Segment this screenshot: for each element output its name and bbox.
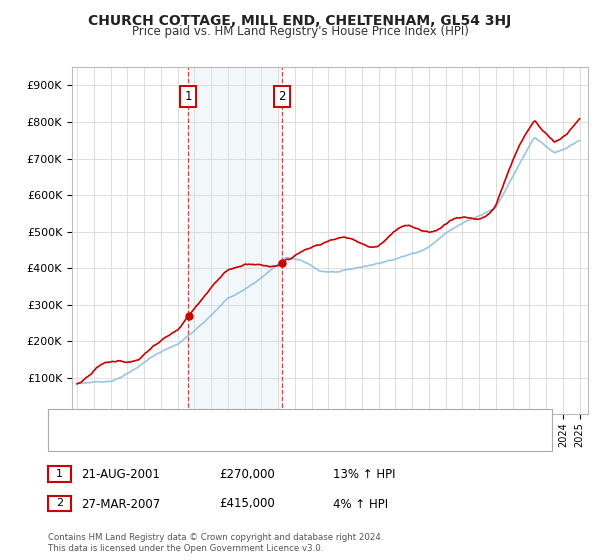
Text: 1: 1 [56, 469, 63, 479]
Text: 21-AUG-2001: 21-AUG-2001 [81, 468, 160, 482]
Text: 2: 2 [278, 90, 286, 103]
Bar [188, 67, 282, 414]
Text: 1: 1 [185, 90, 192, 103]
Text: £270,000: £270,000 [219, 468, 275, 482]
Text: 4% ↑ HPI: 4% ↑ HPI [333, 497, 388, 511]
Text: Price paid vs. HM Land Registry's House Price Index (HPI): Price paid vs. HM Land Registry's House … [131, 25, 469, 38]
Text: 27-MAR-2007: 27-MAR-2007 [81, 497, 160, 511]
Text: ────: ──── [69, 414, 99, 428]
Text: 13% ↑ HPI: 13% ↑ HPI [333, 468, 395, 482]
Text: £415,000: £415,000 [219, 497, 275, 511]
Text: Contains HM Land Registry data © Crown copyright and database right 2024.
This d: Contains HM Land Registry data © Crown c… [48, 533, 383, 553]
Text: HPI: Average price, detached house, Cotswold: HPI: Average price, detached house, Cots… [111, 433, 352, 444]
Text: 2: 2 [56, 498, 63, 508]
Text: CHURCH COTTAGE, MILL END, CHELTENHAM, GL54 3HJ: CHURCH COTTAGE, MILL END, CHELTENHAM, GL… [88, 14, 512, 28]
Text: CHURCH COTTAGE, MILL END, CHELTENHAM, GL54 3HJ (detached house): CHURCH COTTAGE, MILL END, CHELTENHAM, GL… [111, 418, 489, 428]
